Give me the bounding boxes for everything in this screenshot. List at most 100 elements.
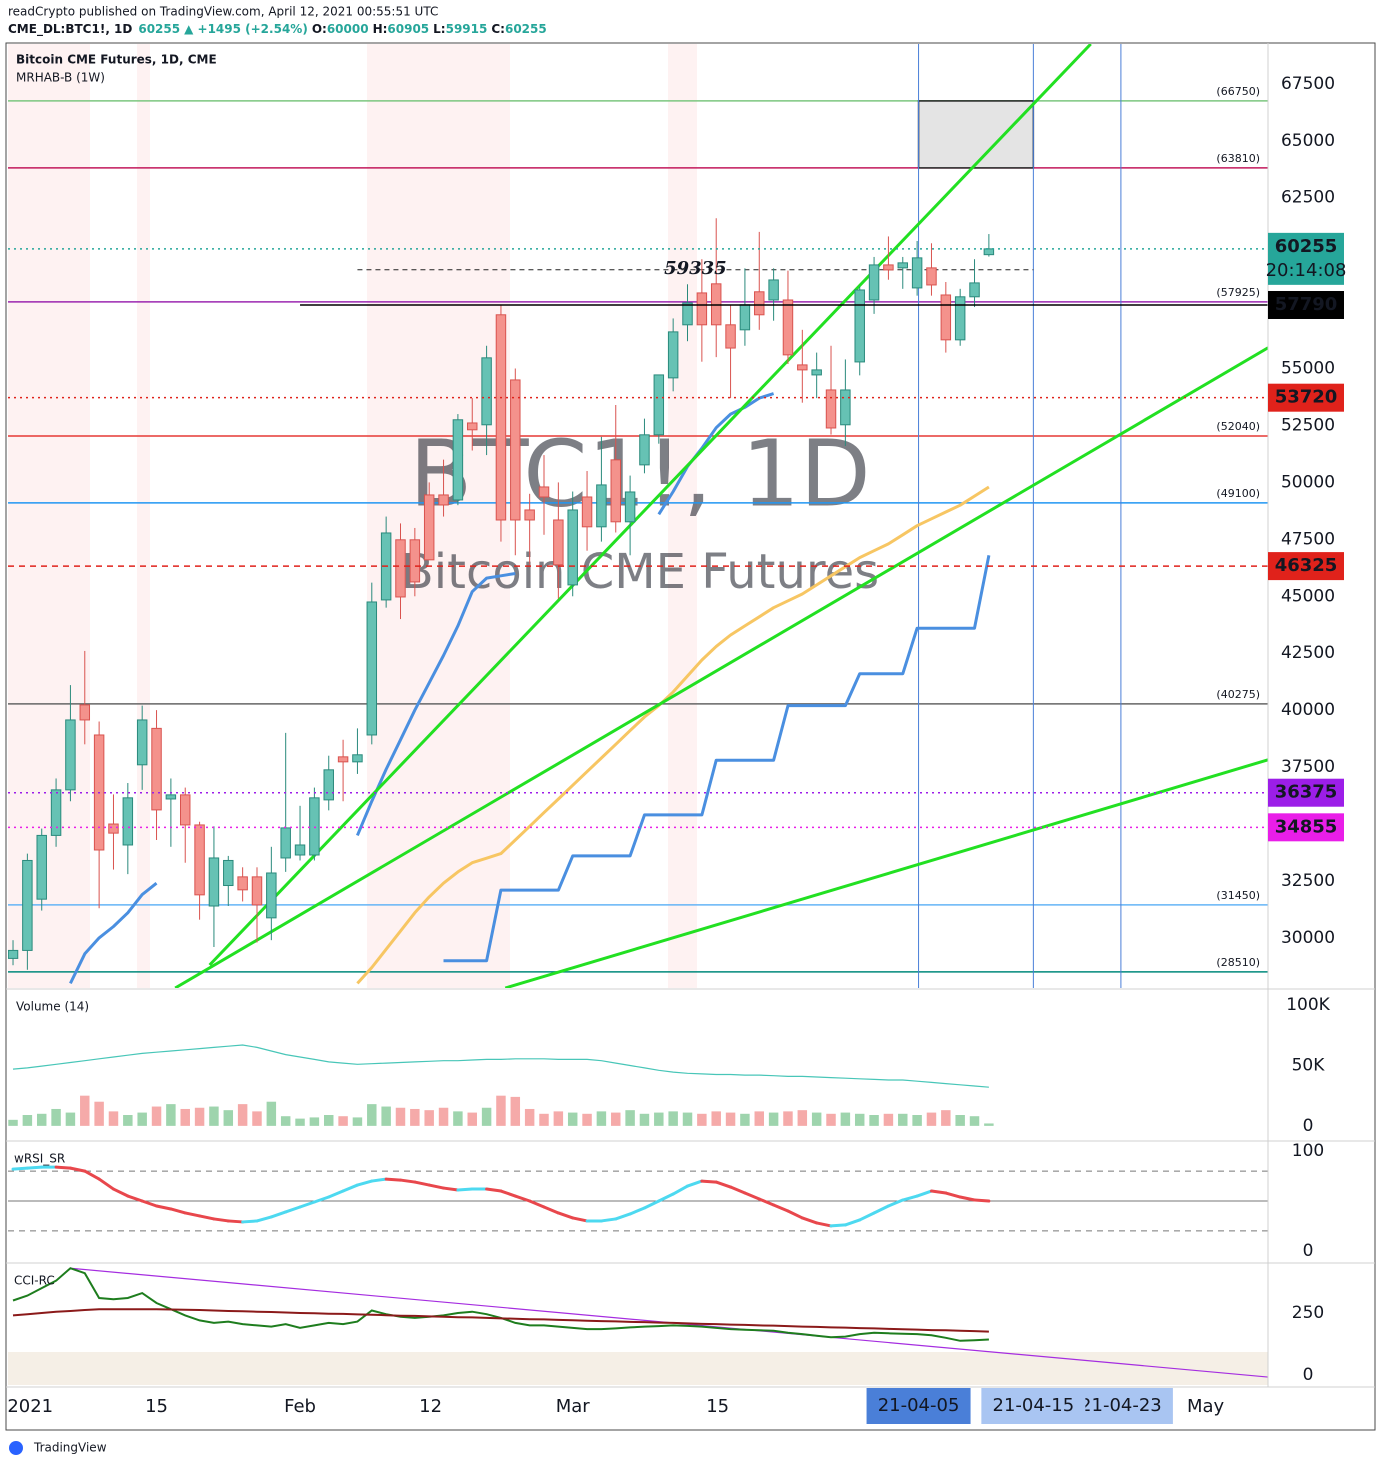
y-tick-label: 50000 bbox=[1281, 472, 1335, 492]
volume-bar bbox=[912, 1115, 922, 1126]
candle-body bbox=[940, 294, 952, 341]
trendline bbox=[504, 758, 1268, 988]
x-tick-label: Feb bbox=[284, 1396, 316, 1417]
volume-bar bbox=[65, 1112, 76, 1126]
price-badge-label: 36375 bbox=[1275, 782, 1338, 803]
price-badge-label: 60255 bbox=[1275, 236, 1338, 257]
x-tick-label: 15 bbox=[706, 1396, 729, 1417]
rsi-segment bbox=[25, 1165, 44, 1170]
high-label: H: bbox=[373, 22, 388, 36]
volume-bar bbox=[22, 1115, 33, 1126]
level-label: (63810) bbox=[1216, 152, 1260, 165]
rsi-segment bbox=[700, 1179, 718, 1184]
candle-body bbox=[165, 794, 177, 800]
volume-bar bbox=[496, 1095, 506, 1126]
x-tick-label: May bbox=[1187, 1396, 1225, 1417]
volume-bar bbox=[395, 1107, 406, 1126]
highlight-band bbox=[367, 44, 510, 988]
rsi-segment bbox=[915, 1189, 933, 1198]
y-tick-label: 40000 bbox=[1281, 700, 1335, 720]
low-label: L: bbox=[433, 22, 445, 36]
rsi-segment bbox=[872, 1204, 890, 1215]
rsi-segment bbox=[183, 1211, 202, 1218]
volume-bar bbox=[8, 1119, 18, 1126]
price-badge-label: 53720 bbox=[1275, 387, 1338, 408]
candle-body bbox=[840, 389, 851, 426]
symbol-line: CME_DL:BTC1!, 1D 60255 ▲ +1495 (+2.54%) O:6… bbox=[8, 22, 547, 37]
candle-body bbox=[538, 486, 550, 498]
level-label: (66750) bbox=[1216, 85, 1260, 98]
highlight-band bbox=[8, 44, 90, 988]
price-badge-label: 57790 bbox=[1275, 294, 1338, 315]
rsi-plot bbox=[8, 1165, 1268, 1232]
y-tick-label: 42500 bbox=[1281, 643, 1335, 663]
volume-bar bbox=[180, 1108, 190, 1126]
rsi-segment bbox=[757, 1197, 776, 1207]
volume-bar bbox=[611, 1112, 621, 1126]
rsi-segment bbox=[485, 1187, 503, 1193]
candle-body bbox=[825, 389, 837, 429]
rsi-segment bbox=[384, 1177, 402, 1182]
candle-body bbox=[739, 304, 751, 331]
date-badge-label: 21-04-23 bbox=[1080, 1395, 1162, 1416]
trendline bbox=[208, 44, 1092, 967]
candle-body bbox=[151, 727, 162, 811]
candle-body bbox=[194, 824, 205, 896]
volume-bar bbox=[754, 1111, 764, 1126]
volume-bar bbox=[410, 1108, 420, 1126]
volume-bar bbox=[539, 1113, 549, 1126]
overlay-line bbox=[443, 555, 991, 963]
candle-body bbox=[567, 509, 578, 586]
volume-bar bbox=[668, 1111, 678, 1126]
volume-bar bbox=[941, 1110, 951, 1126]
candle-body bbox=[136, 719, 148, 766]
highlight-band bbox=[668, 44, 697, 988]
y-tick-label: 32500 bbox=[1281, 871, 1335, 891]
candle-body bbox=[467, 422, 478, 431]
rsi-segment bbox=[743, 1191, 761, 1201]
volume-bar bbox=[209, 1106, 219, 1126]
date-badge-label: 21-04-15 bbox=[993, 1395, 1075, 1416]
footer-logo: TradingView bbox=[9, 1441, 107, 1455]
last-price: 60255 bbox=[138, 22, 180, 36]
rsi-title: wRSI_SR bbox=[14, 1152, 65, 1166]
y-tick-label: 55000 bbox=[1281, 359, 1335, 379]
rsi-segment bbox=[571, 1216, 589, 1223]
volume-bar bbox=[151, 1106, 162, 1126]
candle-body bbox=[725, 324, 736, 349]
volume-bar bbox=[969, 1116, 980, 1126]
rsi-segment bbox=[528, 1199, 546, 1209]
candle-body bbox=[423, 494, 435, 561]
price-badge-label: 46325 bbox=[1275, 555, 1338, 576]
logo-icon bbox=[9, 1441, 23, 1455]
candle-body bbox=[696, 292, 708, 326]
candle-body bbox=[553, 519, 564, 566]
y-tick-label: 0 bbox=[1303, 1365, 1314, 1385]
candle-body bbox=[280, 827, 291, 859]
candle-body bbox=[639, 434, 650, 466]
legend-title: Bitcoin CME Futures, 1D, CME bbox=[16, 53, 217, 67]
rsi-segment bbox=[829, 1223, 847, 1228]
rsi-segment bbox=[198, 1214, 216, 1221]
volume-title: Volume (14) bbox=[16, 1000, 89, 1014]
candle-body bbox=[854, 289, 865, 363]
candle-body bbox=[309, 797, 320, 856]
candle-body bbox=[366, 601, 378, 736]
candle-body bbox=[954, 296, 966, 341]
trendline bbox=[174, 346, 1268, 988]
level-label: (40275) bbox=[1216, 688, 1260, 701]
rsi-segment bbox=[513, 1194, 532, 1203]
volume-bar bbox=[654, 1112, 664, 1126]
volume-bar bbox=[740, 1113, 750, 1126]
rsi-segment bbox=[442, 1186, 460, 1192]
candle-body bbox=[36, 834, 47, 900]
rsi-segment bbox=[729, 1185, 747, 1195]
volume-bar bbox=[137, 1112, 147, 1126]
volume-bar bbox=[567, 1112, 578, 1126]
indicator-line bbox=[12, 1308, 989, 1333]
volume-bar bbox=[797, 1110, 808, 1126]
x-tick-label: 2021 bbox=[7, 1396, 53, 1417]
x-tick-label: 12 bbox=[419, 1396, 442, 1417]
candle-body bbox=[682, 302, 693, 326]
